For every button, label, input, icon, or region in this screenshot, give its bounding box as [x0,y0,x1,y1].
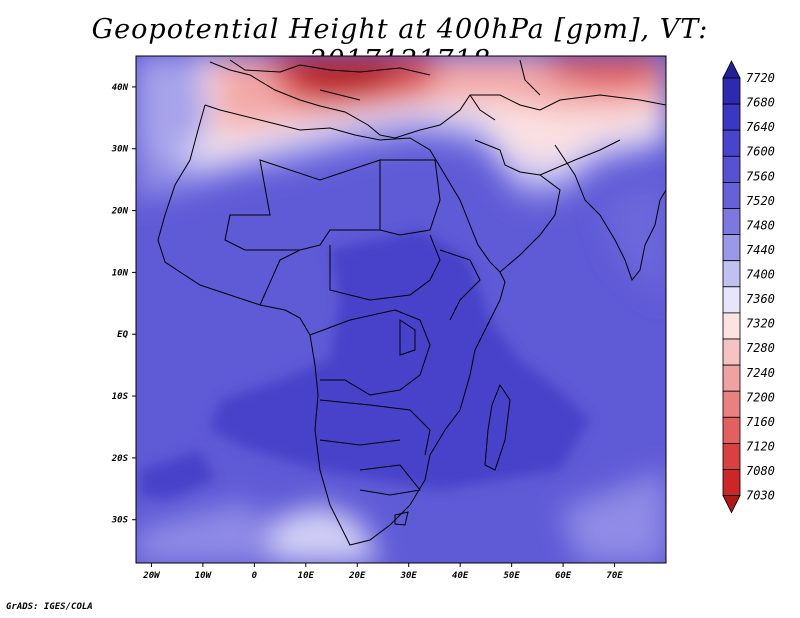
colorbar-label: 7400 [746,268,775,282]
colorbar-swatch [722,364,741,392]
colorbar-swatch [722,390,741,418]
colorbar-swatch [722,234,741,262]
colorbar-swatch [722,155,741,183]
colorbar-swatch [722,338,741,366]
colorbar-label: 7640 [746,120,775,134]
coastlines [157,59,666,546]
lon-tick-label: 60E [555,571,572,581]
colorbar-label: 7440 [746,243,775,257]
colorbar: 7720 7680 7640 7600 7560 7520 7480 7440 7400 7360… [722,60,775,514]
colorbar-label: 7280 [746,341,775,355]
lon-tick-label: 10W [195,571,213,581]
colorbar-label: 7720 [746,71,775,85]
colorbar-swatch [722,77,741,105]
lon-tick-label: 50E [503,571,520,581]
map-frame [135,55,667,564]
height-field [136,56,666,563]
lon-tick-label: 70E [606,571,623,581]
colorbar-label: 7320 [746,317,775,331]
lon-tick-label: 10E [298,571,315,581]
colorbar-swatch [722,286,741,314]
lat-tick-label: 10S [112,392,129,402]
lat-tick-label: 30N [111,145,129,155]
colorbar-top-arrow [722,60,741,79]
colorbar-label: 7030 [746,489,775,503]
colorbar-label: 7600 [746,145,775,159]
lat-tick-label: 30S [111,516,129,526]
colorbar-swatch [722,181,741,209]
colorbar-label: 7680 [746,96,775,110]
lat-tick-label: 10N [112,268,129,278]
credit-text: GrADS: IGES/COLA [6,602,93,612]
colorbar-swatch [722,469,741,497]
lon-tick-label: 40E [452,571,469,581]
colorbar-label: 7360 [746,292,775,306]
colorbar-swatch [722,416,741,444]
colorbar-swatch [722,129,741,157]
lat-tick-label: EQ [117,330,128,340]
map-figure: 20W 10W 0 10E 20E 30E 40E 50E 60E 70E 40N 30N 20N 10N… [111,55,775,581]
colorbar-bottom-arrow [722,495,741,514]
colorbar-label: 7160 [746,415,775,429]
lon-tick-label: 20E [348,571,366,581]
colorbar-label: 7560 [746,169,775,183]
lat-tick-label: 40N [112,83,129,93]
colorbar-label: 7080 [746,464,775,478]
colorbar-swatch [722,442,741,470]
lat-tick-label: 20N [111,207,129,217]
colorbar-label: 7120 [746,439,775,453]
colorbar-label: 7200 [746,390,775,404]
lon-tick-label: 30E [400,571,418,581]
colorbar-label: 7240 [746,366,775,380]
lon-tick-label: 20W [142,571,161,581]
lon-tick-label: 0 [252,571,258,581]
lat-tick-label: 20S [111,454,129,464]
colorbar-label: 7480 [746,218,775,232]
colorbar-swatch [722,103,741,131]
colorbar-swatch [722,260,741,288]
colorbar-swatch [722,208,741,236]
colorbar-swatch [722,312,741,340]
colorbar-label: 7520 [746,194,775,208]
